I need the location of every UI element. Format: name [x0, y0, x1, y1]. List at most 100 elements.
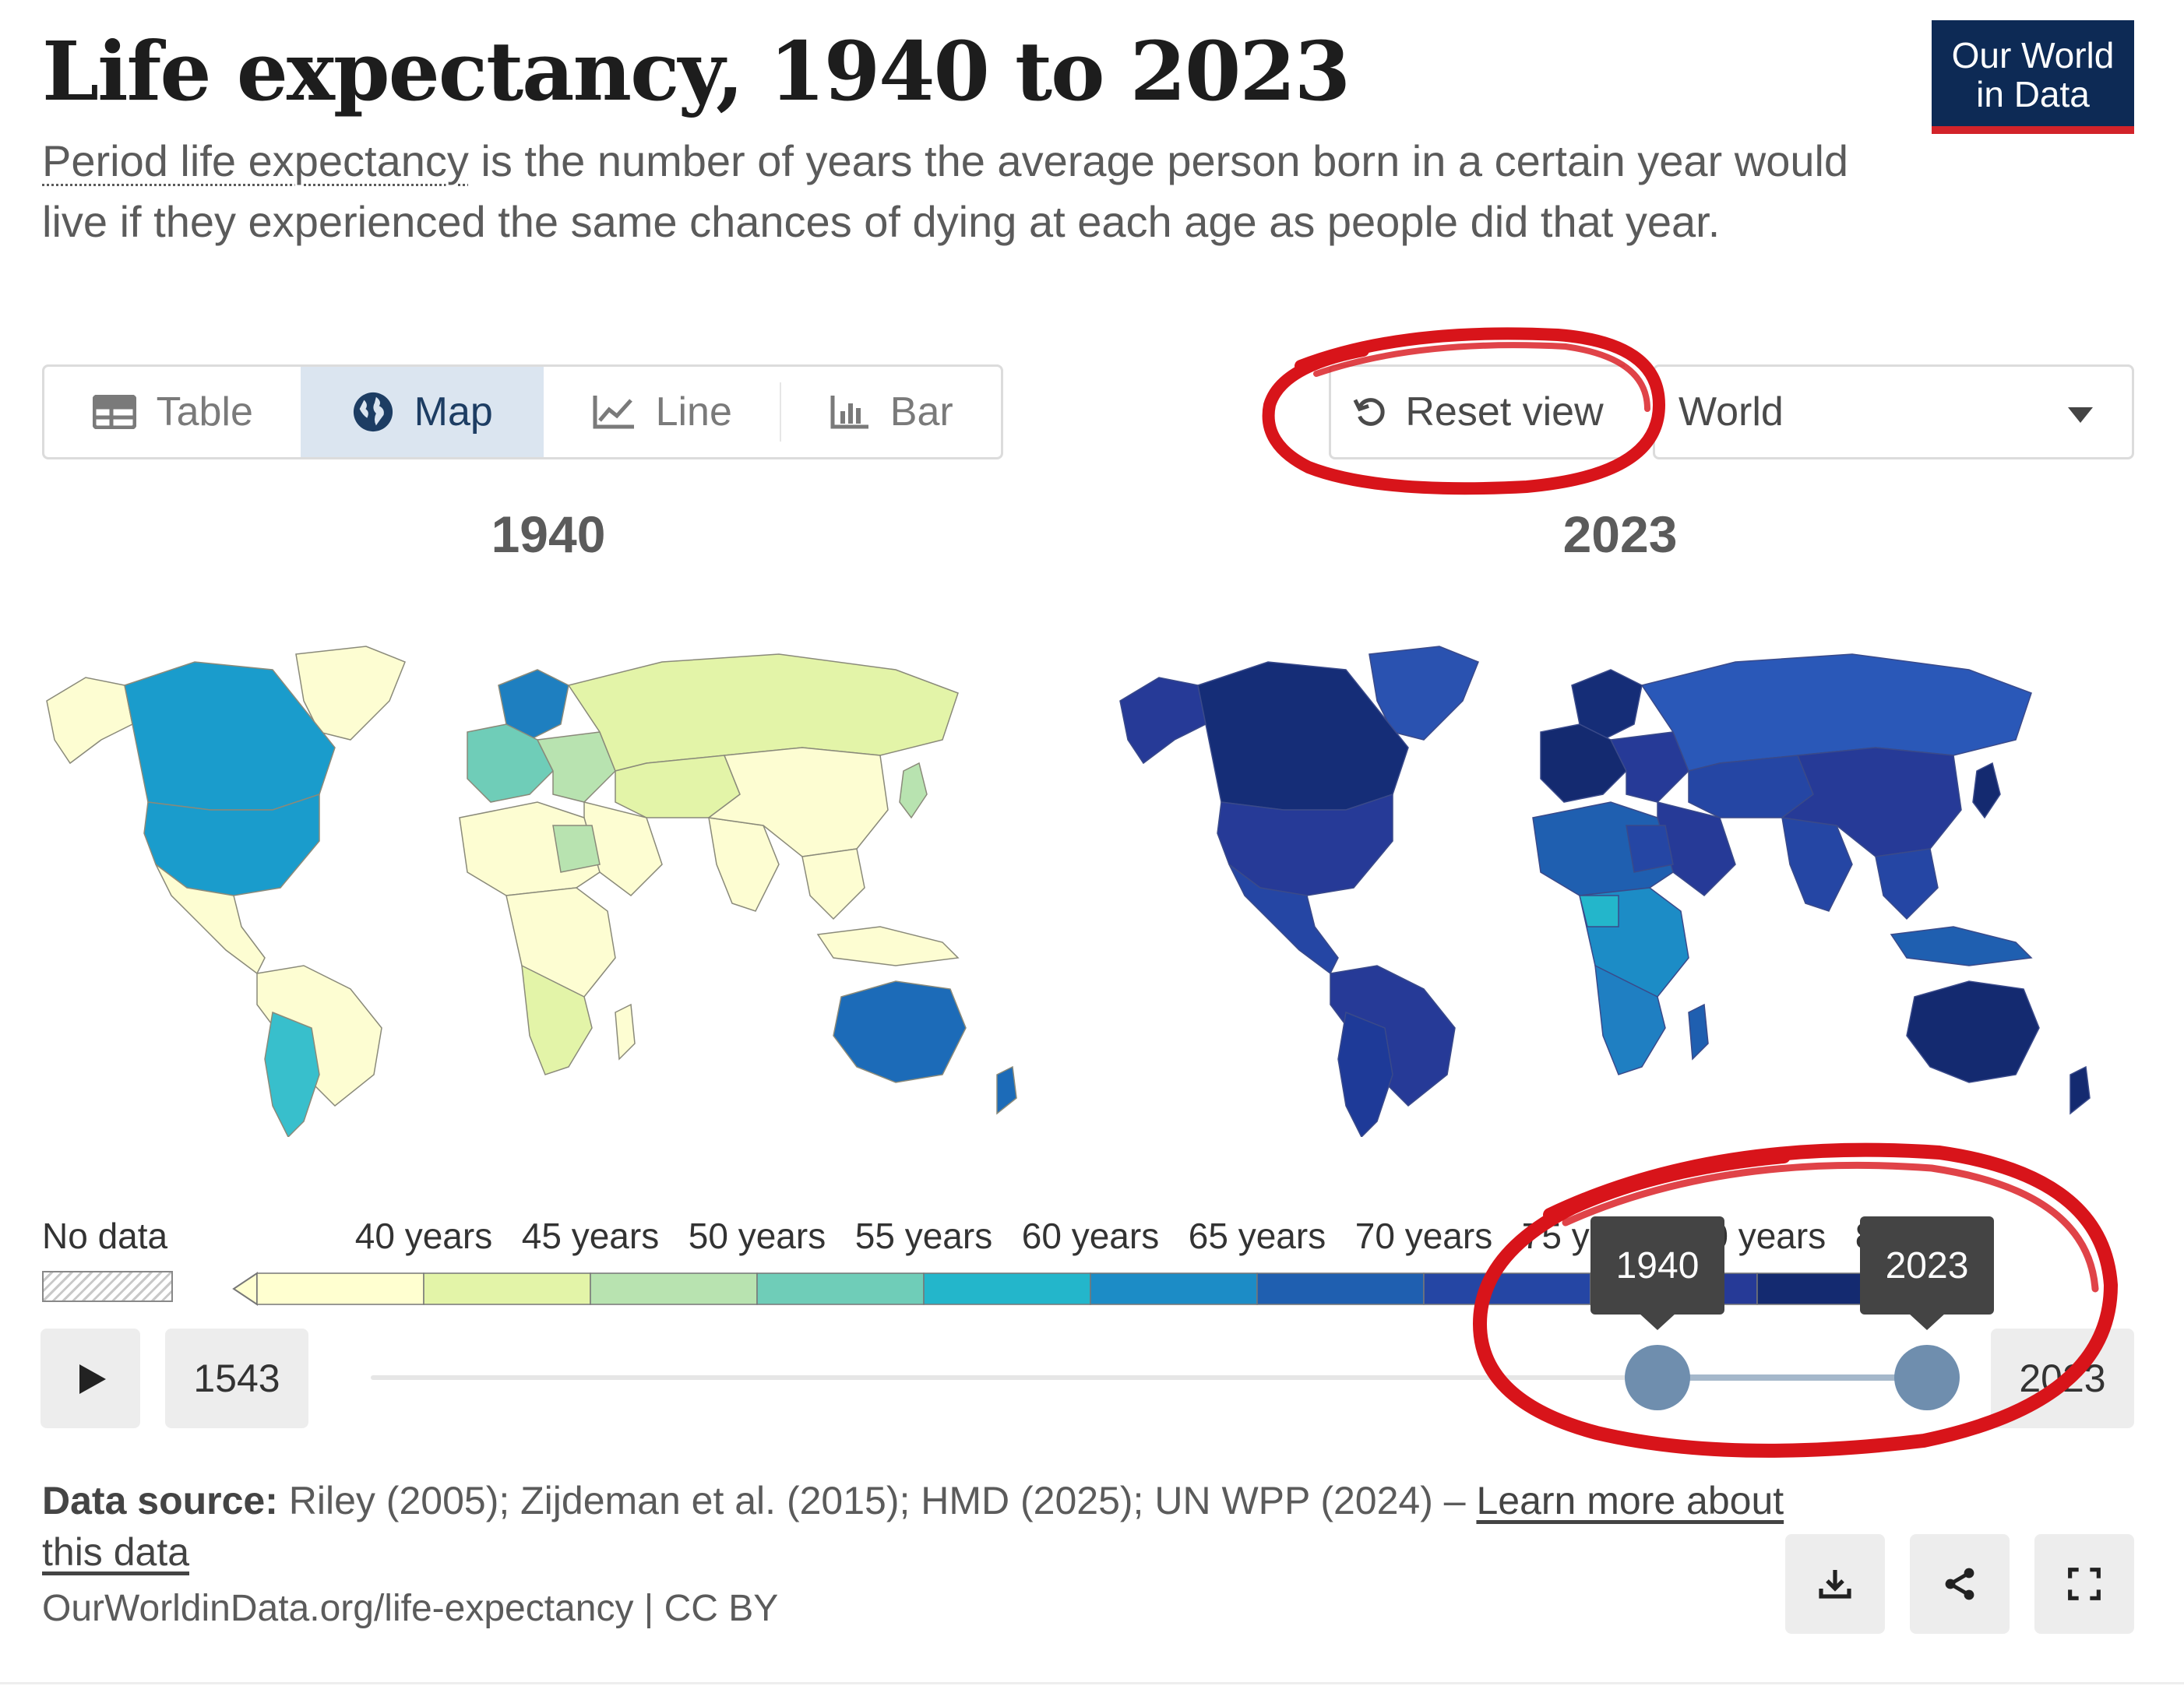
legend-swatch [923, 1272, 1091, 1305]
map-2023-new-zealand [2070, 1065, 2091, 1115]
map-1940-indonesia [816, 926, 960, 966]
timeline-start-handle[interactable] [1625, 1345, 1690, 1410]
legend-label: 60 years [1021, 1216, 1160, 1256]
legend-label: 55 years [854, 1216, 993, 1256]
timeline-selected-range[interactable] [1657, 1374, 1927, 1381]
map-2023-argentina [1337, 1011, 1393, 1137]
map-2023-japan [1972, 762, 2001, 819]
timeline-track[interactable] [371, 1375, 1862, 1380]
view-tabs: Table Map Line Bar [42, 364, 1003, 459]
map-2023-western-europe [1540, 723, 1627, 803]
timeline-end-handle[interactable] [1894, 1345, 1960, 1410]
data-source: Data source: Riley (2005); Zijdeman et a… [42, 1475, 1787, 1578]
legend-swatch [590, 1272, 758, 1305]
share-icon [1945, 1568, 1974, 1600]
logo-line-1: Our World [1951, 35, 2115, 76]
bar-chart-icon [830, 396, 868, 429]
red-annotation-circle-timeline [1472, 1142, 2119, 1458]
legend-swatch [1256, 1272, 1425, 1305]
map-1940-japan [899, 762, 928, 819]
learn-more-link[interactable]: Learn more about this data [42, 1479, 1784, 1574]
no-data-label: No data [42, 1216, 168, 1256]
map-1940-madagascar [615, 1003, 636, 1061]
period-life-expectancy-link[interactable]: Period life expectancy [42, 136, 469, 185]
world-map-1940[interactable] [39, 639, 1059, 1137]
reset-icon [1353, 398, 1385, 426]
tab-table-label: Table [156, 389, 253, 435]
legend-label: 40 years [354, 1216, 493, 1256]
map-year-left: 1940 [491, 505, 606, 563]
map-2023-usa [1217, 793, 1393, 896]
data-source-text: Riley (2005); Zijdeman et al. (2015); HM… [277, 1479, 1477, 1522]
map-1940-usa [143, 793, 320, 896]
map-1940-alaska [46, 677, 133, 765]
caret-down-icon [2068, 407, 2093, 423]
data-source-label: Data source: [42, 1479, 278, 1522]
chart-subtitle: Period life expectancy is the number of … [42, 131, 1880, 252]
chart-url-link[interactable]: OurWorldinData.org/life-expectancy [42, 1588, 634, 1629]
license-text: | CC BY [633, 1588, 779, 1629]
legend-swatch [256, 1272, 424, 1305]
chart-title: Life expectancy, 1940 to 2023 [42, 23, 1351, 119]
map-1940-se-asia [801, 848, 865, 920]
subtitle-text: is the number of years the average perso… [42, 136, 1849, 246]
map-2023-alaska [1119, 677, 1206, 765]
legend-label: 65 years [1188, 1216, 1326, 1256]
map-2023-greenland [1369, 646, 1479, 741]
tab-table[interactable]: Table [44, 367, 301, 457]
reset-view-button[interactable]: Reset view [1329, 364, 1625, 459]
map-2023-mexico [1228, 864, 1339, 975]
start-year-tooltip: 1940 [1590, 1216, 1724, 1330]
tab-line-label: Line [655, 389, 732, 435]
tab-bar[interactable]: Bar [781, 367, 1001, 457]
red-annotation-circle-reset [1262, 327, 1666, 495]
logo-line-2: in Data [1976, 74, 2090, 114]
region-selected-value: World [1679, 389, 1784, 435]
play-button[interactable] [41, 1329, 140, 1428]
legend-arrow-left [232, 1272, 258, 1306]
download-icon [1819, 1570, 1851, 1599]
url-license: OurWorldinData.org/life-expectancy | CC … [42, 1587, 778, 1630]
tab-line[interactable]: Line [544, 367, 780, 457]
tab-divider [780, 382, 782, 442]
map-2023-south-america-north [1330, 965, 1456, 1107]
map-1940-australia [833, 980, 967, 1083]
world-map-2023[interactable] [1112, 639, 2133, 1137]
legend-label: 70 years [1354, 1216, 1493, 1256]
tab-map-label: Map [414, 389, 493, 435]
map-1940-new-zealand [996, 1065, 1017, 1115]
legend-label: 50 years [688, 1216, 826, 1256]
map-1940-south-america-north [256, 965, 382, 1107]
play-icon [79, 1364, 106, 1394]
download-button[interactable] [1785, 1534, 1885, 1634]
map-1940-argentina [264, 1011, 320, 1137]
map-2023-egypt [1626, 825, 1674, 873]
legend-swatch [756, 1272, 925, 1305]
region-dropdown[interactable]: World [1653, 364, 2134, 459]
map-2023-australia [1906, 980, 2040, 1083]
owid-logo[interactable]: Our World in Data [1932, 20, 2134, 134]
timeline-min-year[interactable]: 1543 [165, 1329, 308, 1428]
tab-bar-label: Bar [889, 389, 953, 435]
fullscreen-button[interactable] [2034, 1534, 2134, 1634]
tab-map[interactable]: Map [301, 367, 544, 457]
map-1940-india [708, 817, 780, 912]
line-chart-icon [593, 396, 634, 429]
map-2023-indonesia [1890, 926, 2033, 966]
map-1940-greenland [295, 646, 406, 741]
reset-view-label: Reset view [1405, 389, 1604, 435]
map-1940-egypt [552, 825, 601, 873]
table-icon [92, 395, 136, 429]
end-year-tooltip: 2023 [1860, 1216, 1994, 1330]
map-2023-southern-africa [1594, 964, 1666, 1075]
globe-icon [353, 392, 393, 432]
map-1940-mexico [155, 864, 266, 975]
map-year-right: 2023 [1562, 505, 1678, 563]
share-button[interactable] [1910, 1534, 2010, 1634]
map-2023-india [1781, 817, 1853, 912]
map-2023-madagascar [1688, 1003, 1709, 1061]
bottom-divider [0, 1682, 2184, 1684]
map-1940-southern-africa [521, 964, 593, 1075]
legend-swatch [1090, 1272, 1258, 1305]
no-data-swatch [42, 1271, 173, 1302]
